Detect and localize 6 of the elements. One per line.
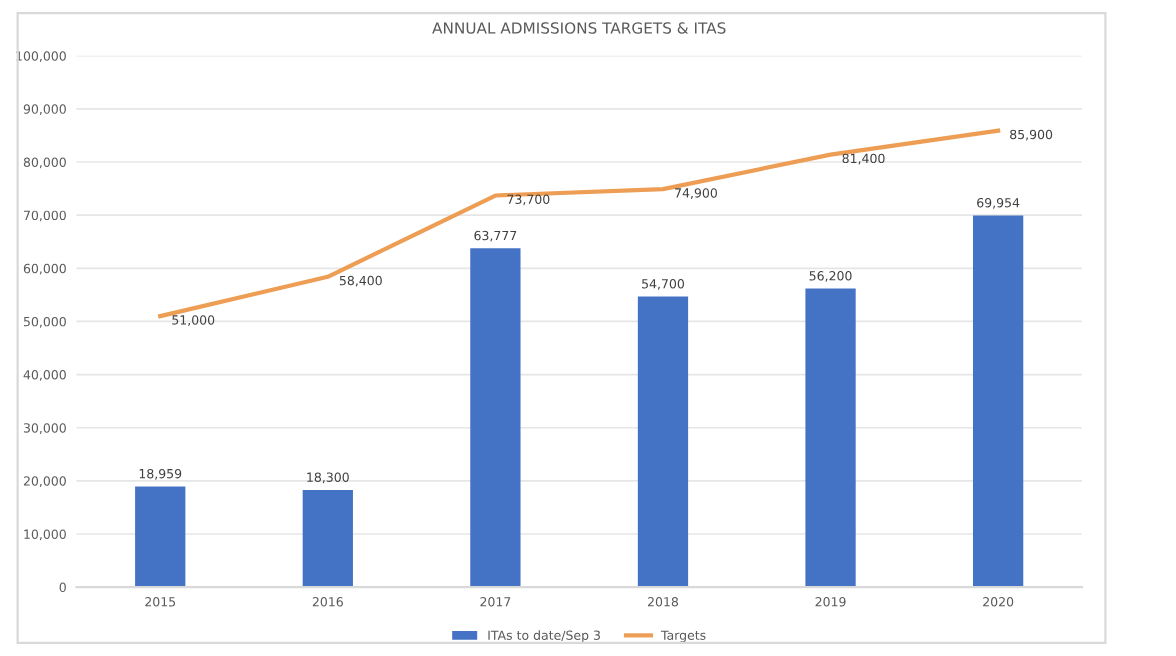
bar xyxy=(637,296,689,588)
bar xyxy=(302,489,353,588)
bar xyxy=(470,248,521,588)
bar xyxy=(805,288,856,588)
bar xyxy=(135,486,186,588)
bar xyxy=(972,215,1024,588)
